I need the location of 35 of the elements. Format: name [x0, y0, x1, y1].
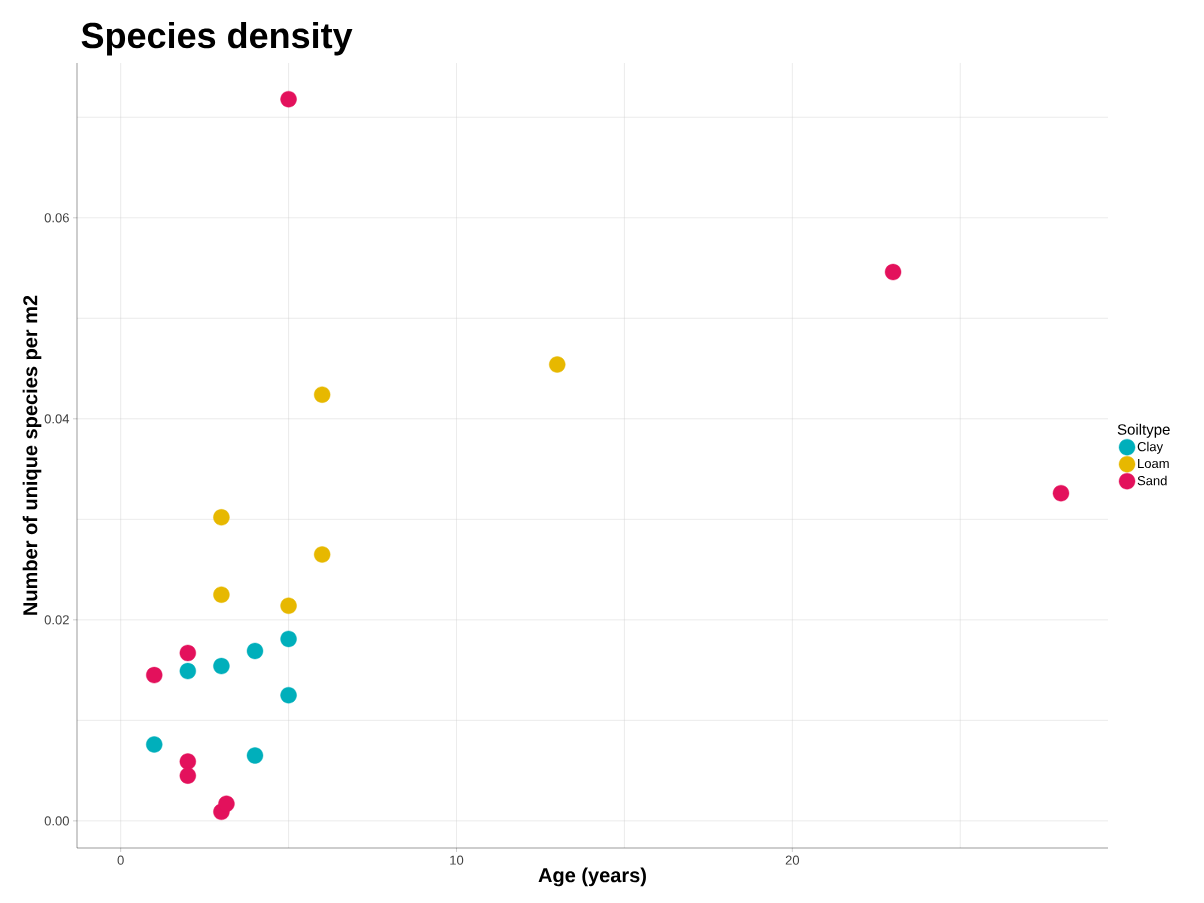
point — [246, 747, 264, 764]
point — [280, 90, 297, 108]
point — [246, 642, 264, 660]
point — [179, 767, 197, 784]
point — [218, 795, 235, 812]
point — [1052, 484, 1070, 502]
point — [146, 666, 163, 684]
legend-label: Clay — [1137, 441, 1164, 454]
legend-label: Loam — [1138, 458, 1169, 469]
point — [213, 586, 230, 603]
point — [313, 546, 331, 563]
point — [179, 644, 197, 662]
x-tick-label: 0 — [117, 855, 124, 865]
y-tick-label: 0.02 — [44, 615, 69, 625]
point — [179, 753, 197, 770]
y-axis-title: Number of unique species per m2 — [22, 295, 42, 615]
point — [884, 263, 902, 281]
legend-title: Soiltype — [1117, 423, 1170, 438]
y-tick-label: 0.00 — [44, 816, 69, 826]
point — [213, 509, 230, 526]
legend-label: Sand — [1137, 475, 1167, 486]
x-tick-label: 10 — [450, 855, 464, 865]
point — [549, 356, 566, 373]
point — [179, 662, 197, 680]
point — [280, 597, 297, 614]
point — [280, 687, 297, 704]
x-tick-label: 20 — [785, 855, 800, 865]
y-tick-label: 0.04 — [44, 414, 70, 424]
point — [313, 386, 331, 403]
y-tick-label: 0.06 — [44, 213, 69, 223]
x-axis-title: Age (years) — [538, 867, 646, 887]
chart-title: Species density — [81, 21, 353, 56]
point — [213, 657, 230, 675]
point — [280, 630, 297, 648]
point — [146, 736, 163, 753]
